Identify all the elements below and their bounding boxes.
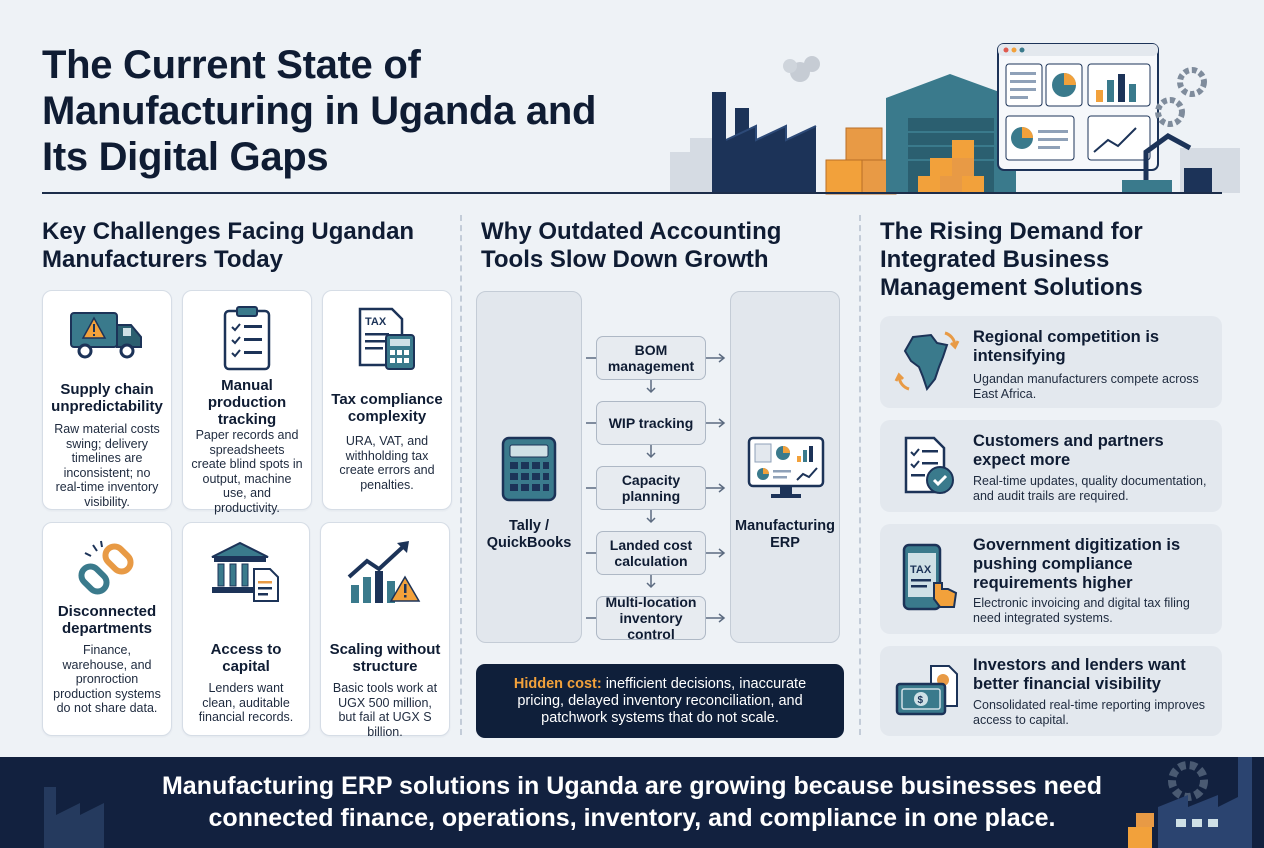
demand-item: Regional competition is intensifying Uga…	[880, 316, 1222, 408]
challenge-text: Lenders want clean, auditable financial …	[198, 681, 294, 724]
svg-text:TAX: TAX	[910, 564, 932, 576]
africa-map-arrows-icon	[892, 326, 964, 398]
hidden-cost-callout: Hidden cost: inefficient decisions, inac…	[476, 664, 844, 738]
demand-item-title: Government digitization is pushing compl…	[973, 536, 1181, 592]
challenge-card: Manual production tracking Paper records…	[182, 290, 312, 515]
demand-item-text: Real-time updates, quality documentation…	[973, 474, 1207, 503]
challenge-card: Scaling without structure Basic tools wo…	[320, 522, 450, 739]
demand-item: Customers and partners expect more Real-…	[880, 420, 1222, 512]
erp-label: Manufacturing ERP	[735, 518, 835, 551]
dashboard-monitor-icon	[747, 436, 825, 500]
factory-gear-icon	[1128, 757, 1252, 848]
growth-chart-warning-icon	[321, 537, 449, 603]
challenge-card: Supply chain unpredictability Raw materi…	[42, 290, 172, 510]
demand-heading: The Rising Demand for Integrated Busines…	[880, 218, 1143, 301]
flow-step: Landed cost calculation	[596, 531, 706, 575]
demand-item-text: Ugandan manufacturers compete across Eas…	[973, 372, 1199, 401]
document-checkmark-icon	[892, 430, 964, 502]
challenge-title: Tax compliance complexity	[331, 391, 443, 425]
demand-item-text: Consolidated real-time reporting improve…	[973, 698, 1206, 727]
challenge-text: Paper records and spreadsheets create bl…	[191, 428, 303, 515]
challenge-title: Supply chain unpredictability	[51, 381, 163, 415]
demand-item-title: Investors and lenders want better financ…	[973, 656, 1186, 693]
challenges-heading: Key Challenges Facing Ugandan Manufactur…	[42, 218, 415, 273]
clipboard-checklist-icon	[183, 305, 311, 371]
page-title: The Current State of Manufacturing in Ug…	[42, 43, 597, 179]
legacy-tools-panel: Tally / QuickBooks	[476, 291, 582, 643]
bank-document-icon	[183, 537, 309, 602]
challenge-card: TAX Tax compliance complexity URA, VAT, …	[322, 290, 452, 510]
broken-chain-icon	[43, 537, 171, 599]
svg-text:TAX: TAX	[365, 316, 387, 328]
demand-item-title: Regional competition is intensifying	[973, 328, 1160, 365]
challenge-text: Basic tools work at UGX 500 million, but…	[332, 681, 438, 739]
legacy-tools-label: Tally / QuickBooks	[486, 518, 572, 551]
mobile-tax-tap-icon: TAX	[892, 542, 964, 614]
demand-item-title: Customers and partners expect more	[973, 432, 1164, 469]
challenge-title: Access to capital	[210, 641, 282, 675]
delivery-truck-warning-icon	[43, 305, 171, 367]
column-separator	[460, 215, 462, 735]
factory-dashboard-illustration	[660, 40, 1260, 195]
demand-item: $ Investors and lenders want better fina…	[880, 646, 1222, 736]
hidden-cost-lead: Hidden cost:	[513, 676, 602, 692]
footer-banner: Manufacturing ERP solutions in Uganda ar…	[0, 757, 1264, 848]
flow-step: Multi-location inventory control	[596, 594, 706, 642]
challenge-title: Manual production tracking	[207, 377, 287, 428]
tools-heading: Why Outdated Accounting Tools Slow Down …	[481, 218, 782, 273]
erp-panel: Manufacturing ERP	[730, 291, 840, 643]
challenge-text: Finance, warehouse, and pronroction prod…	[53, 643, 161, 715]
flow-step: WIP tracking	[596, 401, 706, 445]
demand-item: TAX Government digitization is pushing c…	[880, 524, 1222, 634]
demand-item-text: Electronic invoicing and digital tax fil…	[973, 596, 1190, 625]
hidden-cost-text: inefficient decisions, inaccurate pricin…	[517, 676, 807, 726]
column-separator	[859, 215, 861, 735]
challenge-card: Access to capital Lenders want clean, au…	[182, 522, 310, 736]
header-divider	[42, 192, 1222, 194]
flow-arrows	[586, 353, 726, 623]
challenge-title: Scaling without structure	[329, 641, 441, 675]
challenge-text: URA, VAT, and withholding tax create err…	[339, 434, 435, 492]
calculator-icon	[501, 436, 557, 502]
svg-text:$: $	[918, 695, 924, 706]
challenge-title: Disconnected departments	[57, 603, 157, 637]
cash-report-icon: $	[892, 656, 964, 728]
challenge-card: Disconnected departments Finance, wareho…	[42, 522, 172, 736]
tax-document-calculator-icon: TAX	[323, 305, 451, 370]
factory-silhouette-icon	[44, 787, 104, 848]
flow-step: Capacity planning	[596, 466, 706, 510]
challenge-text: Raw material costs swing; delivery timel…	[54, 422, 160, 509]
footer-statement: Manufacturing ERP solutions in Uganda ar…	[161, 772, 1102, 832]
flow-step: BOM management	[596, 336, 706, 380]
